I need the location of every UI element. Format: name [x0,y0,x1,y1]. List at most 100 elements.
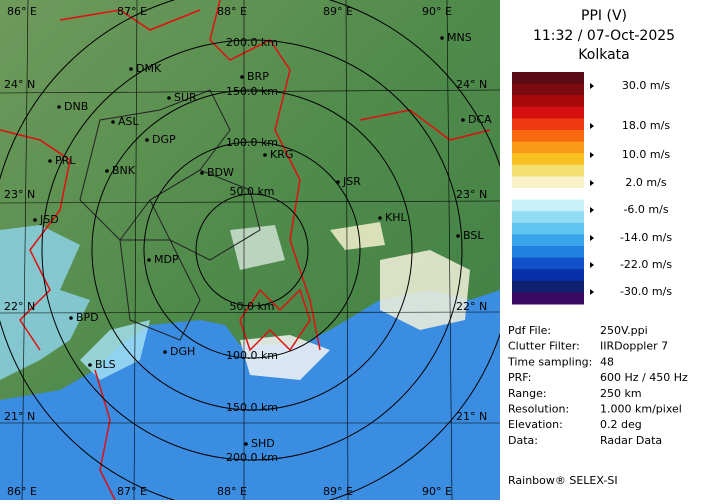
scale-label: 18.0 m/s [622,119,670,132]
scale-label: -30.0 m/s [620,285,672,298]
station-label: BRP [247,70,269,83]
station-dot [244,442,248,446]
scale-swatch [512,130,584,143]
info-key: Clutter Filter: [508,340,580,353]
range-label: 200.0 km [226,36,278,49]
station-dot [57,105,61,109]
station-label: JSR [342,175,361,188]
echo [80,320,150,380]
station-label: KHL [385,211,407,224]
map [0,0,515,504]
scale-swatch [512,118,584,131]
lon-label: 90° E [422,485,452,498]
lon-label: 87° E [117,5,147,18]
echo [240,335,330,380]
scale-arrow [590,235,594,241]
scale-arrow [590,289,594,295]
scale-arrow [590,207,594,213]
station-label: BPD [76,311,99,324]
scale-label: 2.0 m/s [625,176,666,189]
lat-label: 21° N [4,410,35,423]
info-value: 48 [600,355,614,368]
scale-arrow [590,83,594,89]
scale-swatch [512,269,584,282]
info-value: 250 km [600,387,642,400]
scale-label: -14.0 m/s [620,231,672,244]
scale-swatch [512,72,584,85]
scale-label: 10.0 m/s [622,148,670,161]
station-label: DGP [152,133,176,146]
lat-label: 22° N [4,300,35,313]
station-dot [378,216,382,220]
station-dot [88,363,92,367]
scale-swatch [512,141,584,154]
echo [330,222,385,250]
station-label: SUR [174,91,197,104]
info-value: Radar Data [600,434,662,447]
lat-label: 21° N [456,410,487,423]
info-key: Elevation: [508,418,563,431]
panel-title: PPI (V) [581,8,627,24]
station-label: DNB [64,100,88,113]
station-dot [263,153,267,157]
station-label: DGH [170,345,195,358]
lon-label: 86° E [7,485,37,498]
scale-swatch [512,83,584,96]
station-label: MDP [154,253,179,266]
scale-swatch [512,199,584,212]
station-dot [200,171,204,175]
station-dot [163,350,167,354]
lon-label: 88° E [217,5,247,18]
info-key: Time sampling: [507,355,592,368]
station-dot [105,169,109,173]
info-key: Resolution: [508,403,569,416]
scale-label: -6.0 m/s [623,203,668,216]
lon-label: 88° E [217,485,247,498]
scale-swatch [512,188,584,201]
station-dot [336,180,340,184]
station-label: JSD [39,213,59,226]
scale-swatch [512,280,584,293]
scale-swatch [512,234,584,247]
scale-label: -22.0 m/s [620,258,672,271]
districts [79,89,261,341]
lon-label: 86° E [7,5,37,18]
range-label: 100.0 km [226,136,278,149]
range-label: 200.0 km [226,451,278,464]
station-dot [240,75,244,79]
station-dot [111,120,115,124]
scale-swatch [512,211,584,224]
station-dot [147,258,151,262]
info-key: Pdf File: [508,324,551,337]
station-dot [167,96,171,100]
info-key: PRF: [508,371,531,384]
lat-label: 24° N [456,78,487,91]
lon-label: 87° E [117,485,147,498]
panel-time: 11:32 / 07-Oct-2025 [533,28,675,44]
station-dot [440,36,444,40]
station-label: DCA [468,113,492,126]
info-value: 1.000 km/pixel [600,403,682,416]
station-label: BNK [112,164,136,177]
scale-swatch [512,153,584,166]
lon-label: 89° E [323,485,353,498]
lon-label: 89° E [323,5,353,18]
info-key: Data: [508,434,538,447]
range-label: 150.0 km [226,401,278,414]
station-label: ASL [118,115,140,128]
station-dot [69,316,73,320]
color-scale [512,72,584,305]
lat-label: 23° N [4,188,35,201]
boundaries [0,0,491,501]
station-dot [461,118,465,122]
station-label: SHD [251,437,275,450]
scale-swatch [512,222,584,235]
lat-label: 22° N [456,300,487,313]
lat-label: 23° N [456,188,487,201]
lon-label: 90° E [422,5,452,18]
info-value: 600 Hz / 450 Hz [600,371,688,384]
scale-arrow [590,180,594,186]
info-value: 250V.ppi [600,324,648,337]
footer: Rainbow® SELEX-SI [508,474,618,487]
